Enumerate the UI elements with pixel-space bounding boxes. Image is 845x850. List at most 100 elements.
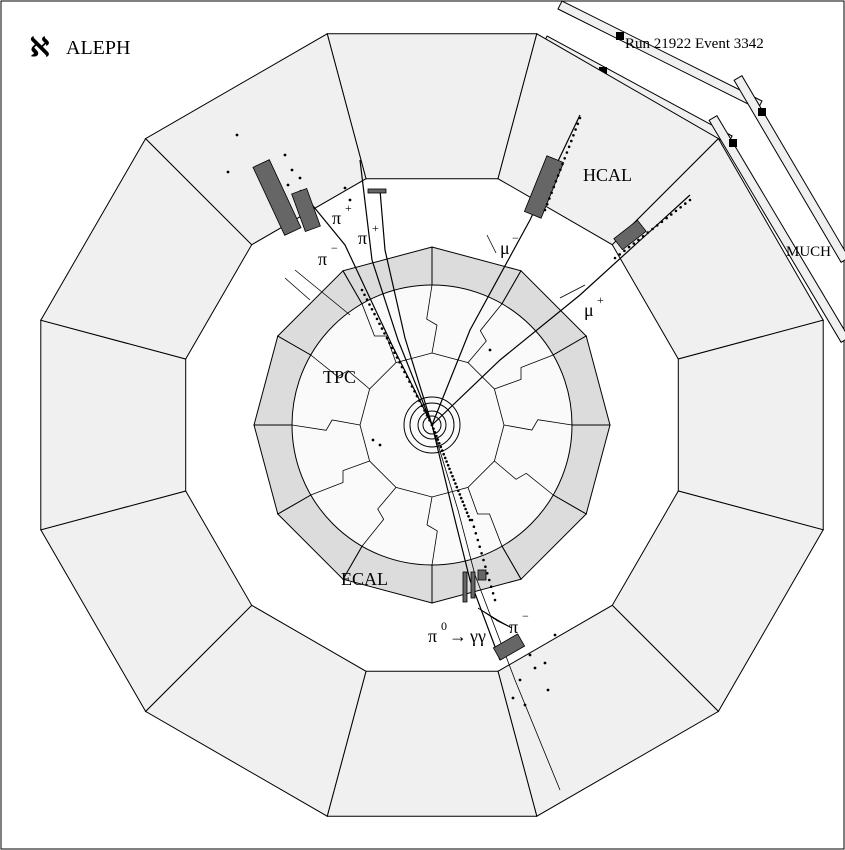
tpc-sector-boundary-1 bbox=[426, 284, 438, 354]
hit-c-12 bbox=[493, 598, 497, 602]
tpc-sector-boundary-2 bbox=[467, 303, 503, 363]
hit-c-2 bbox=[474, 532, 478, 535]
hit-e-6 bbox=[641, 235, 645, 238]
hcal-deposit-4 bbox=[523, 155, 565, 219]
svg-text:0: 0 bbox=[441, 619, 447, 633]
hit-e-2 bbox=[623, 249, 626, 253]
inner-circle-2 bbox=[409, 402, 455, 448]
hit-c-9 bbox=[488, 578, 491, 582]
track-pi-minus-2 bbox=[431, 424, 501, 661]
inner-circle-1 bbox=[403, 396, 461, 454]
hit-e-8 bbox=[651, 227, 654, 231]
hit-a-5 bbox=[418, 399, 421, 403]
hit-e-7 bbox=[646, 231, 650, 234]
hcal-ring bbox=[40, 33, 824, 817]
svg-text:π: π bbox=[318, 249, 327, 269]
tpc-sector-boundary-8 bbox=[361, 487, 397, 547]
hit-b-18 bbox=[457, 489, 460, 493]
hcal-deposit-6 bbox=[492, 633, 526, 661]
svg-text:π: π bbox=[332, 208, 341, 228]
hit-e-12 bbox=[670, 213, 673, 216]
svg-text:μ: μ bbox=[500, 238, 510, 258]
pi-plus-label-1: π + bbox=[332, 201, 352, 228]
hit-a-19 bbox=[383, 332, 386, 335]
hit-a-11 bbox=[403, 370, 406, 374]
hit-a-14 bbox=[395, 356, 399, 359]
tpc-label: TPC bbox=[323, 367, 356, 387]
hit-e-10 bbox=[660, 220, 664, 224]
hit-b-3 bbox=[435, 434, 438, 438]
hit-b-26 bbox=[468, 518, 472, 522]
particle-tracks bbox=[284, 114, 691, 791]
hit-scatter-12 bbox=[528, 653, 532, 657]
svg-text:+: + bbox=[597, 293, 604, 307]
hit-a-23 bbox=[373, 312, 376, 316]
hit-scatter-19 bbox=[488, 348, 492, 352]
track-stub-2 bbox=[284, 277, 311, 301]
hit-a-9 bbox=[408, 380, 411, 383]
experiment-title: ALEPH bbox=[66, 37, 130, 59]
hit-b-19 bbox=[458, 493, 462, 496]
svg-text:→: → bbox=[449, 626, 467, 646]
hit-scatter-16 bbox=[533, 666, 537, 670]
hit-d-11 bbox=[567, 145, 571, 149]
ecal-deposit-3 bbox=[477, 569, 487, 581]
hit-b-1 bbox=[432, 427, 435, 431]
inner-detector bbox=[403, 396, 461, 454]
track-stub-3 bbox=[486, 234, 497, 254]
hit-a-13 bbox=[398, 361, 401, 364]
mu-minus-label: μ − bbox=[500, 231, 519, 258]
hit-e-15 bbox=[684, 202, 687, 205]
track-stub-1 bbox=[294, 269, 351, 316]
hit-scatter-3 bbox=[298, 176, 302, 180]
hit-b-24 bbox=[465, 511, 469, 514]
hit-a-22 bbox=[375, 317, 379, 321]
muon-chambers bbox=[542, 0, 845, 343]
hit-d-0 bbox=[543, 208, 547, 212]
hit-d-8 bbox=[561, 162, 564, 166]
hit-a-3 bbox=[423, 409, 426, 412]
hit-scatter-8 bbox=[235, 133, 239, 137]
hit-b-22 bbox=[462, 504, 466, 507]
tpc-sector-boundary-9 bbox=[310, 460, 370, 496]
hit-scatter-13 bbox=[546, 688, 550, 692]
hit-d-5 bbox=[554, 180, 558, 183]
pi-plus-label-2: π + bbox=[358, 221, 379, 248]
hit-b-0 bbox=[430, 423, 434, 427]
svg-text:μ: μ bbox=[584, 300, 594, 320]
hit-e-4 bbox=[632, 242, 636, 245]
hit-b-2 bbox=[433, 431, 437, 434]
hit-c-8 bbox=[486, 572, 489, 575]
hit-d-4 bbox=[552, 185, 556, 189]
svg-text:+: + bbox=[372, 221, 379, 235]
pi-minus-label-1: π − bbox=[318, 241, 338, 269]
hit-e-14 bbox=[679, 206, 682, 209]
hit-b-4 bbox=[436, 438, 440, 441]
hit-c-5 bbox=[480, 552, 483, 555]
hit-e-16 bbox=[688, 198, 692, 202]
hit-c-10 bbox=[489, 585, 493, 588]
hit-e-0 bbox=[613, 256, 617, 260]
hcal-deposit-2 bbox=[291, 187, 321, 233]
hit-a-25 bbox=[368, 303, 371, 306]
hit-b-13 bbox=[449, 471, 453, 474]
hit-b-23 bbox=[464, 507, 467, 511]
hit-scatter-11 bbox=[553, 633, 557, 637]
hit-a-21 bbox=[378, 322, 381, 326]
ecal-label: ECAL bbox=[341, 569, 388, 589]
tpc-sector-boundary-11 bbox=[310, 354, 370, 390]
svg-text:γγ: γγ bbox=[469, 626, 486, 646]
svg-text:−: − bbox=[331, 241, 338, 255]
hit-c-1 bbox=[472, 525, 476, 528]
hit-scatter-4 bbox=[286, 183, 290, 187]
tpc-sector-boundary-5 bbox=[494, 460, 554, 496]
hit-scatter-15 bbox=[523, 703, 527, 707]
track-hits bbox=[226, 116, 692, 707]
inner-circle-4 bbox=[422, 415, 442, 435]
svg-text:π: π bbox=[428, 626, 437, 646]
svg-text:π: π bbox=[358, 228, 367, 248]
much-bar-1 bbox=[557, 0, 763, 110]
hit-scatter-1 bbox=[283, 153, 287, 157]
tpc-sector-boundary-7 bbox=[426, 496, 438, 566]
tpc-sector-boundary-12 bbox=[361, 303, 397, 363]
